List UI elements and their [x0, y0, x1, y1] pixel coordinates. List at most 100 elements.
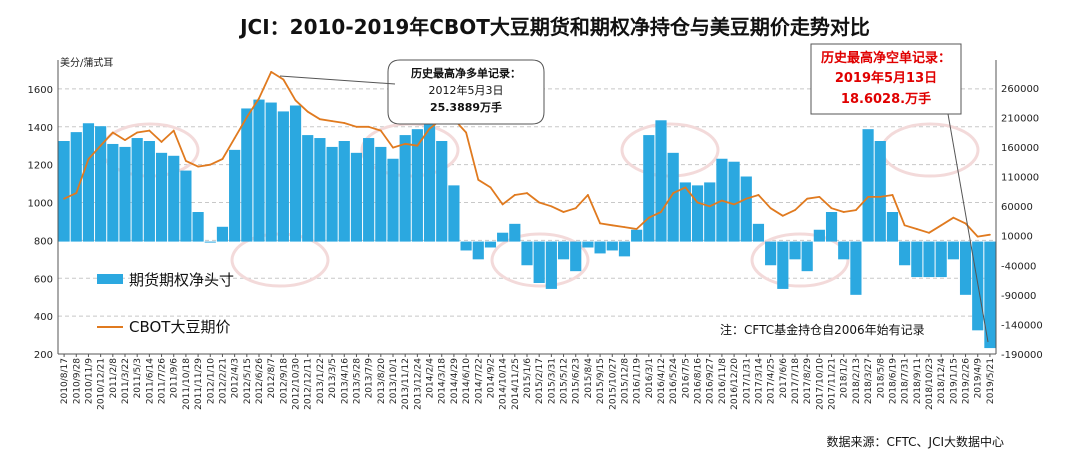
y-left-tick-label: 200: [34, 350, 53, 361]
bar: [886, 212, 899, 242]
bar: [874, 141, 886, 242]
bar: [314, 138, 326, 242]
x-tick-label: 2012/9/18: [279, 358, 289, 404]
y-left-ticks: 200 400 600 800 1000 1200 1400 1600: [28, 85, 53, 361]
bar: [180, 170, 192, 242]
bar: [679, 182, 691, 242]
price-point: [489, 186, 492, 189]
price-point: [794, 209, 796, 212]
x-tick-label: 2011/9/6: [170, 358, 180, 399]
callout-max-long-date: 2012年5月3日: [429, 83, 504, 97]
chart-title: JCI：2010-2019年CBOT大豆期货和期权净持仓与美豆期价走势对比: [238, 15, 870, 39]
bar: [509, 223, 521, 242]
bar: [570, 241, 582, 272]
y-left-tick-label: 1000: [28, 199, 53, 210]
price-point: [647, 216, 650, 219]
price-point: [197, 165, 199, 168]
x-tick-label: 2017/6/6: [779, 358, 789, 399]
x-tick-label: 2013/12/24: [413, 358, 423, 410]
price-point: [148, 129, 151, 132]
bar: [375, 146, 387, 242]
bar: [363, 138, 375, 242]
price-point: [258, 97, 260, 100]
x-tick-label: 2012/5/15: [243, 358, 253, 404]
x-tick-label: 2013/7/9: [365, 358, 375, 399]
y-right-tick-label: 10000: [1001, 232, 1033, 243]
bar: [82, 123, 95, 242]
bar: [752, 223, 765, 242]
x-tick-label: 2011/5/3: [133, 358, 143, 398]
x-tick-label: 2014/10/14: [499, 358, 509, 410]
price-point: [87, 158, 90, 160]
price-point: [209, 163, 212, 166]
bar: [862, 129, 874, 242]
price-point: [818, 195, 821, 198]
bar: [302, 135, 314, 242]
bar-series: [58, 99, 996, 349]
x-tick-label: 2010/8/17: [60, 358, 70, 404]
bar: [728, 161, 740, 242]
bar: [192, 212, 204, 242]
x-tick-label: 2019/1/15: [949, 358, 959, 404]
callout-max-long-title: 历史最高净多单记录：: [411, 66, 521, 80]
bar: [618, 241, 631, 257]
y-right-tick-label: 160000: [1001, 143, 1039, 154]
x-tick-label: 2014/4/29: [450, 358, 460, 404]
price-point: [270, 70, 273, 73]
y-left-unit: 美分/蒲式耳: [60, 56, 113, 69]
y-right-tick-label: -40000: [1001, 261, 1036, 272]
x-tick-label: 2016/1/19: [633, 358, 643, 404]
price-point: [915, 228, 918, 230]
price-point: [587, 194, 589, 196]
bar: [801, 241, 813, 272]
bar: [484, 241, 497, 248]
bar: [899, 241, 911, 266]
bar: [277, 111, 289, 242]
bar: [253, 99, 265, 242]
y-left-tick-label: 600: [34, 274, 53, 285]
bar: [350, 152, 363, 242]
x-tick-label: 2016/12/20: [730, 358, 740, 410]
watermark-mark: [490, 232, 590, 288]
price-point: [721, 199, 723, 202]
x-tick-label: 2012/12/11: [304, 358, 314, 410]
bar: [387, 158, 399, 242]
x-tick-label: 2014/7/22: [474, 358, 484, 404]
price-point: [367, 125, 370, 128]
watermark-mark: [230, 232, 330, 288]
x-tick-label: 2019/4/9: [974, 358, 984, 399]
x-tick-label: 2017/8/29: [803, 358, 813, 404]
price-point: [684, 186, 687, 189]
price-point: [879, 195, 882, 198]
price-point: [172, 129, 175, 132]
callout-max-short-value: 18.6028.万手: [841, 91, 931, 107]
x-tick-label: 2015/3/31: [547, 358, 557, 404]
price-point: [428, 127, 431, 130]
price-point: [233, 137, 236, 140]
x-tick-label: 2013/5/28: [352, 358, 362, 404]
y-right-tick-label: -140000: [1001, 320, 1043, 331]
price-point: [635, 228, 638, 230]
x-tick-label: 2016/5/24: [669, 358, 679, 404]
x-tick-label: 2012/1/10: [206, 358, 216, 404]
x-tick-label: 2012/6/26: [255, 358, 265, 404]
line-series: [63, 70, 991, 238]
x-tick-label: 2011/3/22: [121, 358, 131, 404]
bar: [631, 229, 643, 242]
x-tick-label: 2011/11/29: [194, 358, 204, 410]
bar: [947, 241, 959, 260]
price-point: [221, 158, 224, 160]
bar: [216, 226, 229, 242]
x-tick-label: 2017/1/31: [742, 358, 752, 404]
legend-label-line: CBOT大豆期价: [129, 318, 230, 336]
price-point: [611, 224, 614, 227]
x-tick-label: 2013/11/12: [401, 358, 411, 410]
price-point: [599, 222, 601, 225]
x-tick-label: 2013/3/5: [328, 358, 338, 398]
bar: [58, 141, 70, 242]
x-tick-label: 2016/4/12: [657, 358, 667, 404]
x-tick-label: 2010/11/9: [84, 358, 94, 404]
x-tick-label: 2018/10/23: [925, 358, 935, 410]
bar: [557, 241, 570, 260]
x-tick-label: 2018/9/11: [913, 358, 923, 404]
